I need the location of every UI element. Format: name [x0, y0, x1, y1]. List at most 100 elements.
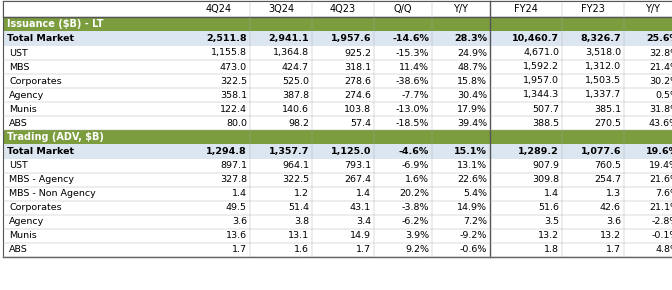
Text: Q/Q: Q/Q: [394, 4, 412, 14]
Text: 25.6%: 25.6%: [646, 34, 672, 43]
Text: 48.7%: 48.7%: [457, 63, 487, 72]
Text: 1.4: 1.4: [232, 189, 247, 198]
Text: 22.6%: 22.6%: [457, 175, 487, 184]
Text: 9.2%: 9.2%: [405, 246, 429, 255]
Text: 13.6: 13.6: [226, 231, 247, 240]
Text: 21.1%: 21.1%: [649, 204, 672, 213]
Text: 0.5%: 0.5%: [655, 90, 672, 99]
Text: 3,518.0: 3,518.0: [585, 48, 621, 57]
Bar: [3, 144, 672, 159]
Text: 43.1: 43.1: [350, 204, 371, 213]
Text: 3.5: 3.5: [544, 218, 559, 226]
Text: ABS: ABS: [9, 119, 28, 128]
Text: 4Q23: 4Q23: [330, 4, 356, 14]
Text: UST: UST: [9, 48, 28, 57]
Text: 13.2: 13.2: [538, 231, 559, 240]
Text: 1,357.7: 1,357.7: [269, 147, 309, 156]
Text: 2,941.1: 2,941.1: [268, 34, 309, 43]
Text: 43.6%: 43.6%: [649, 119, 672, 128]
Text: 1,957.0: 1,957.0: [523, 77, 559, 86]
Text: 28.3%: 28.3%: [454, 34, 487, 43]
Text: 30.2%: 30.2%: [649, 77, 672, 86]
Text: 11.4%: 11.4%: [399, 63, 429, 72]
Text: 1,503.5: 1,503.5: [585, 77, 621, 86]
Text: 1.6%: 1.6%: [405, 175, 429, 184]
Text: -4.6%: -4.6%: [398, 147, 429, 156]
Text: 21.4%: 21.4%: [649, 63, 672, 72]
Text: 2,511.8: 2,511.8: [206, 34, 247, 43]
Text: 1,337.7: 1,337.7: [585, 90, 621, 99]
Bar: [3, 102, 672, 116]
Text: 3.6: 3.6: [606, 218, 621, 226]
Text: 3.6: 3.6: [232, 218, 247, 226]
Text: 327.8: 327.8: [220, 175, 247, 184]
Text: 3.4: 3.4: [356, 218, 371, 226]
Text: 270.5: 270.5: [594, 119, 621, 128]
Text: 7.6%: 7.6%: [655, 189, 672, 198]
Text: -14.6%: -14.6%: [392, 34, 429, 43]
Text: MBS: MBS: [9, 63, 30, 72]
Text: 1.7: 1.7: [606, 246, 621, 255]
Text: MBS - Non Agency: MBS - Non Agency: [9, 189, 95, 198]
Text: 30.4%: 30.4%: [457, 90, 487, 99]
Text: -38.6%: -38.6%: [396, 77, 429, 86]
Text: -7.7%: -7.7%: [402, 90, 429, 99]
Text: 19.6%: 19.6%: [646, 147, 672, 156]
Bar: [3, 116, 672, 130]
Text: 358.1: 358.1: [220, 90, 247, 99]
Text: 1,155.8: 1,155.8: [211, 48, 247, 57]
Bar: [3, 201, 672, 215]
Text: 31.8%: 31.8%: [649, 104, 672, 113]
Text: -18.5%: -18.5%: [396, 119, 429, 128]
Text: 19.4%: 19.4%: [649, 162, 672, 171]
Bar: [3, 243, 672, 257]
Text: 897.1: 897.1: [220, 162, 247, 171]
Text: 473.0: 473.0: [220, 63, 247, 72]
Text: 1,312.0: 1,312.0: [585, 63, 621, 72]
Text: 1,289.2: 1,289.2: [518, 147, 559, 156]
Bar: [3, 159, 672, 173]
Text: 4,671.0: 4,671.0: [523, 48, 559, 57]
Text: 15.1%: 15.1%: [454, 147, 487, 156]
Text: -6.9%: -6.9%: [402, 162, 429, 171]
Text: 322.5: 322.5: [282, 175, 309, 184]
Bar: [3, 88, 672, 102]
Text: 13.1%: 13.1%: [457, 162, 487, 171]
Text: 3.9%: 3.9%: [405, 231, 429, 240]
Text: 1.3: 1.3: [606, 189, 621, 198]
Text: 13.1: 13.1: [288, 231, 309, 240]
Text: 274.6: 274.6: [344, 90, 371, 99]
Text: 964.1: 964.1: [282, 162, 309, 171]
Text: 525.0: 525.0: [282, 77, 309, 86]
Text: 1,364.8: 1,364.8: [273, 48, 309, 57]
Text: 507.7: 507.7: [532, 104, 559, 113]
Text: MBS - Agency: MBS - Agency: [9, 175, 74, 184]
Text: FY24: FY24: [514, 4, 538, 14]
Text: Corporates: Corporates: [9, 204, 62, 213]
Bar: [3, 130, 672, 144]
Text: 7.2%: 7.2%: [463, 218, 487, 226]
Text: Total Market: Total Market: [7, 34, 74, 43]
Text: 760.5: 760.5: [594, 162, 621, 171]
Text: 13.2: 13.2: [600, 231, 621, 240]
Text: 1.6: 1.6: [294, 246, 309, 255]
Text: 1,077.6: 1,077.6: [581, 147, 621, 156]
Text: Trading (ADV, $B): Trading (ADV, $B): [7, 132, 104, 142]
Text: 318.1: 318.1: [344, 63, 371, 72]
Bar: [3, 173, 672, 187]
Text: Y/Y: Y/Y: [454, 4, 468, 14]
Text: 51.4: 51.4: [288, 204, 309, 213]
Bar: [3, 1, 672, 17]
Text: 140.6: 140.6: [282, 104, 309, 113]
Bar: [3, 17, 672, 31]
Text: 385.1: 385.1: [594, 104, 621, 113]
Text: 5.4%: 5.4%: [463, 189, 487, 198]
Text: UST: UST: [9, 162, 28, 171]
Text: 17.9%: 17.9%: [457, 104, 487, 113]
Text: 24.9%: 24.9%: [457, 48, 487, 57]
Text: -6.2%: -6.2%: [402, 218, 429, 226]
Text: 3.8: 3.8: [294, 218, 309, 226]
Text: 278.6: 278.6: [344, 77, 371, 86]
Text: -3.8%: -3.8%: [401, 204, 429, 213]
Text: -9.2%: -9.2%: [460, 231, 487, 240]
